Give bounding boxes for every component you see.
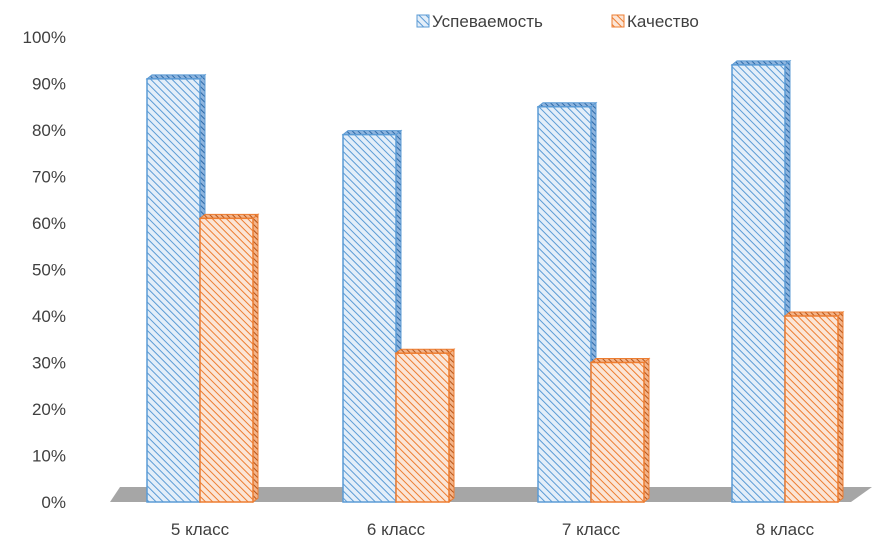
y-axis-ticks: 0% 10% 20% 30% 40% 50% 60% 70% 80% 90% 100% bbox=[23, 28, 66, 512]
bar-uspevaemost-8 bbox=[730, 59, 792, 504]
legend-swatch-series-0 bbox=[416, 14, 430, 28]
x-axis-categories: 5 класс 6 класс 7 класс 8 класс bbox=[171, 520, 815, 539]
y-tick-label: 100% bbox=[23, 28, 66, 47]
bar-kachestvo-8 bbox=[783, 310, 845, 504]
bar-front-face bbox=[342, 133, 397, 503]
legend-swatch-series-1 bbox=[611, 14, 625, 28]
x-category-label: 7 класс bbox=[562, 520, 621, 539]
bar-front-face bbox=[199, 217, 254, 503]
bar-kachestvo-6 bbox=[394, 348, 456, 504]
bar-front-face bbox=[146, 78, 201, 503]
bar-front-face bbox=[537, 106, 592, 503]
y-tick-label: 20% bbox=[32, 400, 66, 419]
y-tick-label: 30% bbox=[32, 354, 66, 373]
bar-kachestvo-7 bbox=[589, 357, 651, 504]
bar-uspevaemost-6 bbox=[341, 129, 403, 504]
y-tick-label: 80% bbox=[32, 121, 66, 140]
bar-front-face bbox=[590, 361, 645, 503]
legend-label-series-0: Успеваемость bbox=[432, 12, 543, 31]
legend-label-series-1: Качество bbox=[627, 12, 699, 31]
legend: Успеваемость Качество bbox=[416, 12, 699, 31]
x-category-label: 5 класс bbox=[171, 520, 230, 539]
bar-front-face bbox=[395, 352, 450, 503]
bar-kachestvo-5 bbox=[198, 213, 260, 504]
y-tick-label: 40% bbox=[32, 307, 66, 326]
y-tick-label: 50% bbox=[32, 261, 66, 280]
y-tick-label: 10% bbox=[32, 447, 66, 466]
y-tick-label: 0% bbox=[41, 493, 66, 512]
chart-floor bbox=[110, 487, 872, 502]
bar-front-face bbox=[784, 315, 839, 503]
y-tick-label: 70% bbox=[32, 168, 66, 187]
bars bbox=[145, 59, 845, 504]
bar-uspevaemost-7 bbox=[536, 101, 598, 504]
bar-uspevaemost-5 bbox=[145, 73, 207, 504]
x-category-label: 8 класс bbox=[756, 520, 815, 539]
bar-front-face bbox=[731, 64, 786, 503]
y-tick-label: 90% bbox=[32, 75, 66, 94]
x-category-label: 6 класс bbox=[367, 520, 426, 539]
y-tick-label: 60% bbox=[32, 214, 66, 233]
